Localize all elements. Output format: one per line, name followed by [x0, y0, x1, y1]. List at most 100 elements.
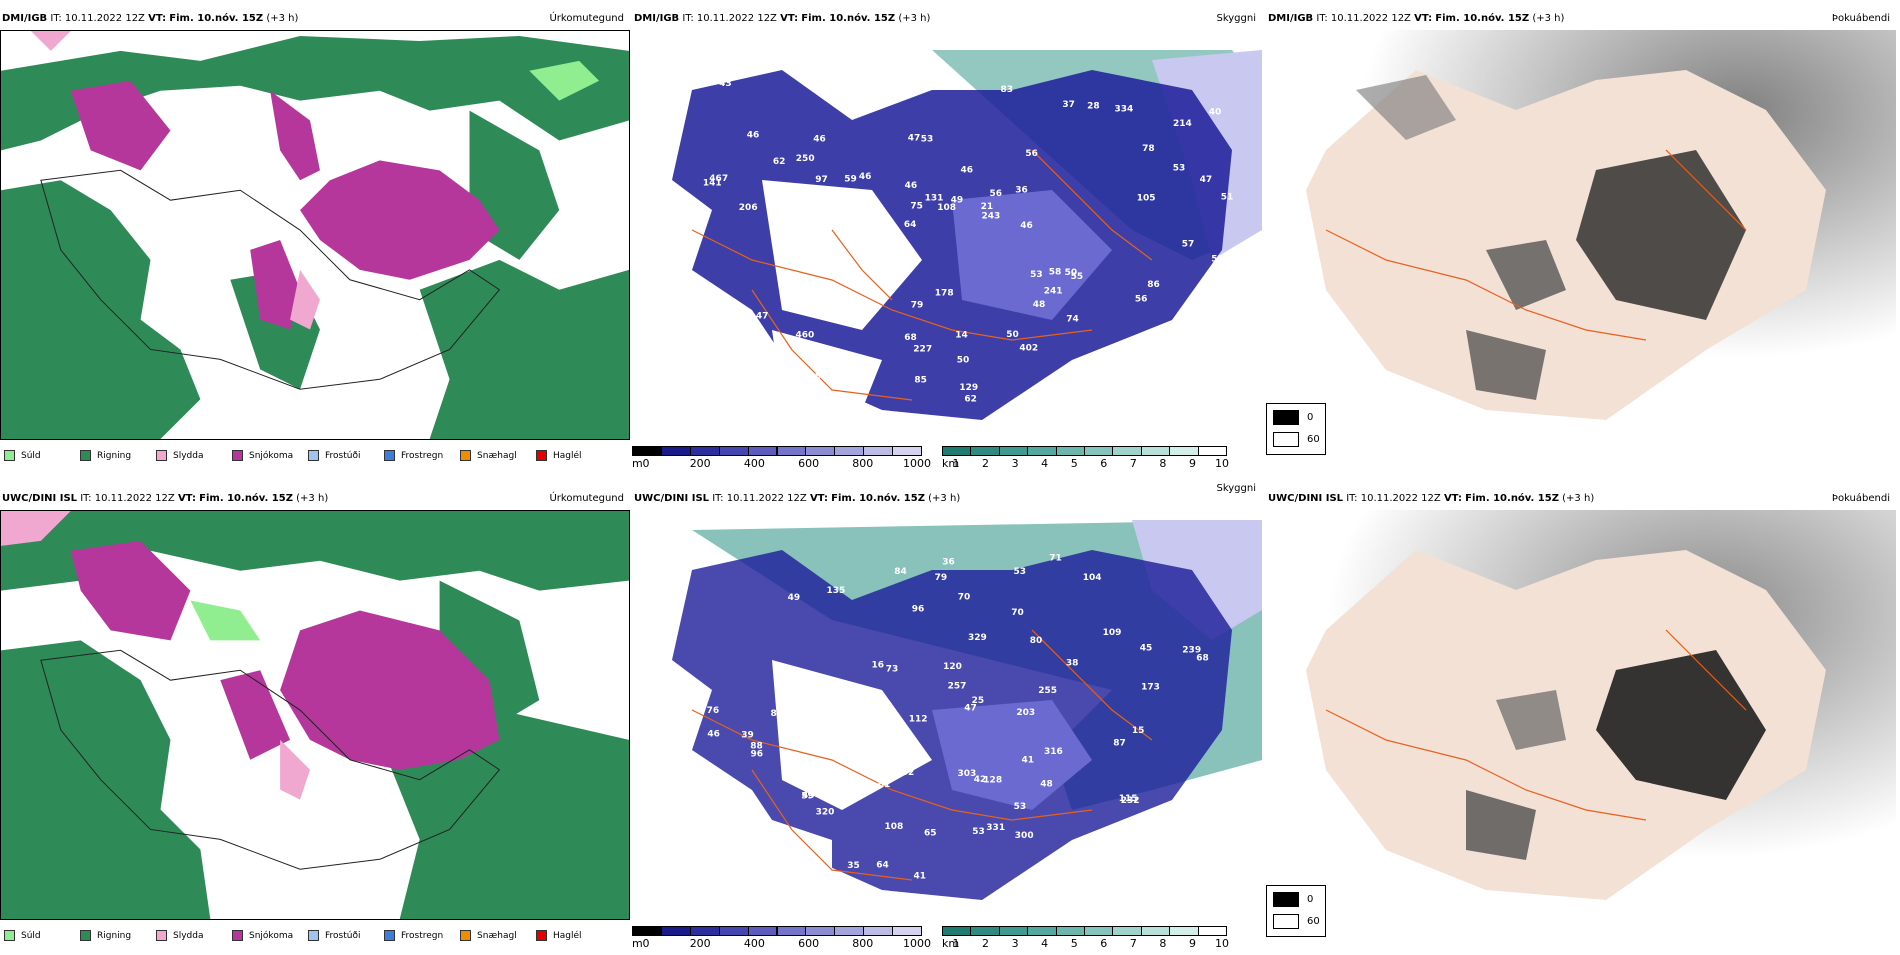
visibility-value-label: 62 — [964, 395, 977, 405]
visibility-value-label: 467 — [709, 174, 728, 184]
model-name: UWC/DINI ISL — [1268, 493, 1344, 504]
legend-label: Frostúði — [325, 451, 361, 461]
visibility-value-label: 167 — [1085, 358, 1104, 368]
legend-item: Snjókoma — [232, 928, 293, 944]
colorbar-segment — [632, 926, 662, 936]
visibility-value-label: 49 — [951, 196, 964, 206]
visibility-value-label: 97 — [815, 175, 828, 185]
visibility-value-label: 95 — [894, 238, 907, 248]
legend-item: Slydda — [156, 928, 203, 944]
legend-item: Slydda — [156, 448, 203, 464]
legend-swatch — [80, 930, 91, 941]
precip-panel-dmi: DMI/IGB IT: 10.11.2022 12Z VT: Fim. 10.n… — [0, 10, 630, 475]
visibility-value-label: 46 — [1020, 221, 1033, 231]
visibility-value-label: 45 — [1140, 643, 1153, 653]
visibility-value-label: 59 — [801, 792, 814, 802]
legend-label: Súld — [21, 451, 41, 461]
visibility-value-label: 173 — [1141, 683, 1160, 693]
legend-swatch — [384, 930, 395, 941]
legend-label: Súld — [21, 931, 41, 941]
legend-item: Súld — [4, 928, 41, 944]
colorbar-segment — [660, 446, 691, 456]
colorbar-segment — [1055, 926, 1085, 936]
visibility-value-label: 36 — [1015, 186, 1028, 196]
visibility-value-label: 64 — [796, 780, 809, 790]
visibility-value-label: 53 — [1030, 270, 1043, 280]
colorbar-segment — [805, 446, 836, 456]
colorbar-unit: km — [942, 457, 960, 470]
visibility-value-label: 70 — [958, 593, 971, 603]
panel-title: Þokuábendi — [1831, 493, 1890, 504]
visibility-value-label: 87 — [794, 743, 807, 753]
colorbar-segment — [942, 446, 972, 456]
visibility-value-label: 303 — [958, 769, 977, 779]
colorbar-segment — [1027, 926, 1057, 936]
visibility-value-label: 71 — [1049, 554, 1062, 564]
model-name: DMI/IGB — [1268, 13, 1314, 24]
visibility-value-label: 16 — [872, 661, 885, 671]
fog-map — [1266, 510, 1896, 920]
visibility-value-label: 53 — [921, 134, 934, 144]
visibility-value-label: 41 — [798, 755, 811, 765]
fog-legend-swatch — [1273, 914, 1299, 929]
it-label: IT: — [1346, 493, 1358, 504]
visibility-value-label: 206 — [739, 203, 758, 213]
visibility-value-label: 40 — [1209, 108, 1222, 118]
visibility-value-label: 78 — [1142, 144, 1155, 154]
visibility-value-label: 51 — [1221, 193, 1234, 203]
colorbar-tick: 7 — [1129, 937, 1137, 950]
colorbar-segment — [970, 926, 1000, 936]
colorbar-tick: 400 — [743, 457, 765, 470]
visibility-value-label: 35 — [847, 861, 860, 871]
colorbar-tick: 8 — [1159, 937, 1167, 950]
colorbar-segment — [689, 926, 720, 936]
visibility-value-label: 992 — [821, 218, 840, 228]
colorbar-segment — [892, 926, 922, 936]
model-name: DMI/IGB — [634, 13, 680, 24]
visibility-value-label: 88 — [750, 742, 763, 752]
fog-legend-swatch — [1273, 892, 1299, 907]
colorbar-tick: 7 — [1129, 457, 1137, 470]
visibility-value-label: 48 — [1033, 300, 1046, 310]
legend-label: Haglél — [553, 931, 582, 941]
colorbar-tick: 4 — [1041, 457, 1049, 470]
visibility-value-label: 64 — [904, 220, 917, 230]
visibility-value-label: 38 — [1066, 659, 1079, 669]
visibility-value-label: 68 — [1196, 654, 1209, 664]
visibility-value-label: 96 — [912, 604, 925, 614]
legend-label: Rigning — [97, 451, 132, 461]
visibility-value-label: 59 — [844, 175, 857, 185]
visibility-value-label: 46 — [813, 135, 826, 145]
visibility-value-label: 58 — [1049, 267, 1062, 277]
legend-item: Snæhagl — [460, 448, 517, 464]
visibility-value-label: 56 — [1025, 149, 1038, 159]
fog-legend-value: 0 — [1307, 894, 1314, 905]
colorbar-segment — [718, 926, 749, 936]
visibility-value-label: 56 — [1135, 295, 1148, 305]
vt-label: VT: — [780, 13, 799, 24]
it-value: 10.11.2022 12Z — [94, 493, 175, 504]
colorbar-segment — [998, 926, 1029, 936]
km-colorbar: km 1 2 3 4 5 6 7 8 9 10 — [942, 926, 1242, 950]
legend-item: Frostúði — [308, 928, 360, 944]
fog-legend-value: 60 — [1307, 916, 1320, 927]
vt-value: Fim. 10.nóv. 15Z — [199, 493, 293, 504]
visibility-value-label: 46 — [961, 166, 974, 176]
legend-label: Frostúði — [325, 931, 361, 941]
colorbar-tick: 6 — [1100, 457, 1108, 470]
visibility-value-label: 51 — [739, 353, 752, 363]
colorbar-segment — [863, 926, 894, 936]
visibility-value-label: 39 — [741, 730, 754, 740]
visibility-value-label: 92 — [767, 828, 780, 838]
model-name: UWC/DINI ISL — [634, 493, 710, 504]
precip-map — [0, 30, 630, 440]
colorbar-tick: 0 — [642, 937, 650, 950]
visibility-value-label: 232 — [1121, 796, 1140, 806]
visibility-value-label: 52 — [1211, 255, 1224, 265]
colorbar-segment — [1140, 926, 1171, 936]
visibility-value-label: 80 — [1030, 636, 1043, 646]
vt-value: Fim. 10.nóv. 15Z — [831, 493, 925, 504]
colorbar-segment — [776, 926, 807, 936]
legend-item: Súld — [4, 448, 41, 464]
visibility-value-label: 28 — [1087, 102, 1100, 112]
